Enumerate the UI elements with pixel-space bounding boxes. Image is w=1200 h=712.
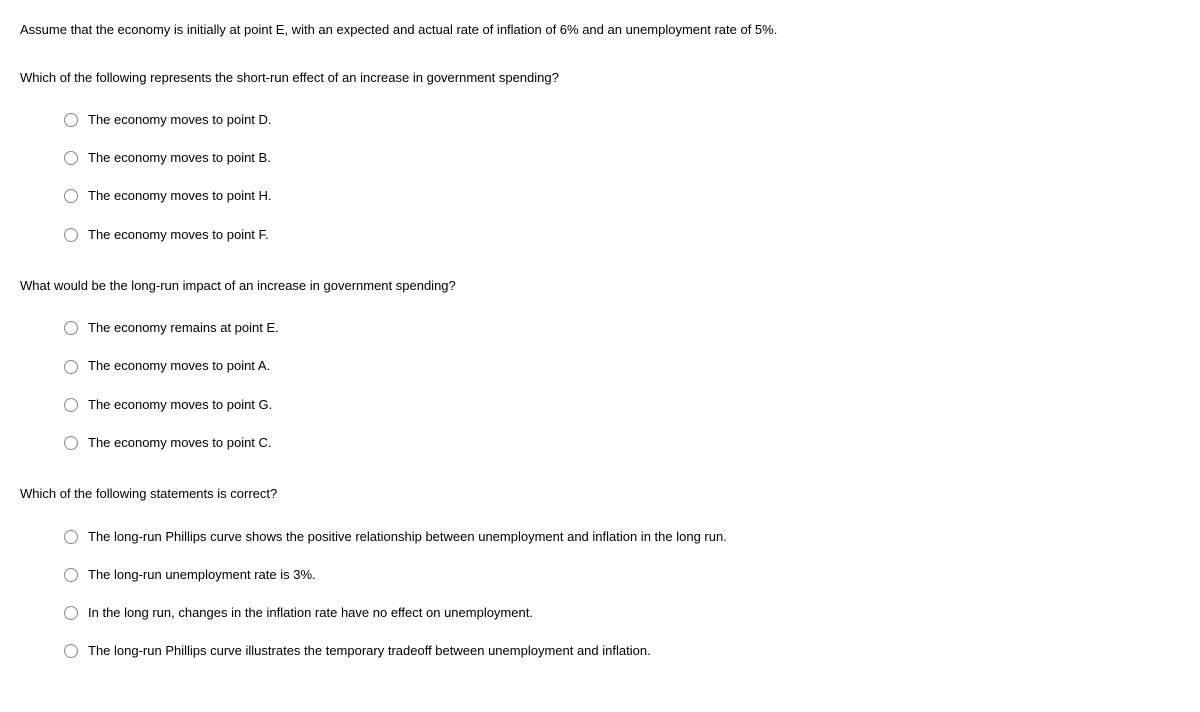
radio-button[interactable] (64, 530, 78, 544)
option-label[interactable]: The economy moves to point B. (88, 149, 271, 167)
option-label[interactable]: The long-run unemployment rate is 3%. (88, 566, 316, 584)
radio-button[interactable] (64, 568, 78, 582)
radio-button[interactable] (64, 113, 78, 127)
radio-button[interactable] (64, 360, 78, 374)
option-label[interactable]: In the long run, changes in the inflatio… (88, 604, 533, 622)
radio-button[interactable] (64, 644, 78, 658)
option-row: The long-run Phillips curve shows the po… (64, 528, 1180, 546)
radio-button[interactable] (64, 606, 78, 620)
options-group: The long-run Phillips curve shows the po… (20, 528, 1180, 661)
option-row: The economy remains at point E. (64, 319, 1180, 337)
options-group: The economy moves to point D. The econom… (20, 111, 1180, 244)
option-row: The economy moves to point D. (64, 111, 1180, 129)
option-label[interactable]: The economy moves to point H. (88, 187, 272, 205)
option-label[interactable]: The long-run Phillips curve illustrates … (88, 642, 651, 660)
option-label[interactable]: The long-run Phillips curve shows the po… (88, 528, 727, 546)
option-label[interactable]: The economy moves to point G. (88, 396, 272, 414)
option-label[interactable]: The economy moves to point F. (88, 226, 269, 244)
question-block-1: Which of the following represents the sh… (20, 68, 1180, 244)
question-prompt: Which of the following statements is cor… (20, 484, 1180, 504)
question-block-2: What would be the long-run impact of an … (20, 276, 1180, 452)
option-row: The economy moves to point C. (64, 434, 1180, 452)
radio-button[interactable] (64, 321, 78, 335)
radio-button[interactable] (64, 151, 78, 165)
option-row: The economy moves to point F. (64, 226, 1180, 244)
radio-button[interactable] (64, 398, 78, 412)
radio-button[interactable] (64, 436, 78, 450)
options-group: The economy remains at point E. The econ… (20, 319, 1180, 452)
option-row: The economy moves to point H. (64, 187, 1180, 205)
option-row: The long-run Phillips curve illustrates … (64, 642, 1180, 660)
option-label[interactable]: The economy moves to point A. (88, 357, 270, 375)
option-label[interactable]: The economy moves to point C. (88, 434, 272, 452)
option-row: In the long run, changes in the inflatio… (64, 604, 1180, 622)
radio-button[interactable] (64, 228, 78, 242)
question-block-3: Which of the following statements is cor… (20, 484, 1180, 660)
option-row: The economy moves to point A. (64, 357, 1180, 375)
option-row: The long-run unemployment rate is 3%. (64, 566, 1180, 584)
question-prompt: Which of the following represents the sh… (20, 68, 1180, 88)
intro-text: Assume that the economy is initially at … (20, 20, 1180, 40)
option-row: The economy moves to point B. (64, 149, 1180, 167)
radio-button[interactable] (64, 189, 78, 203)
question-prompt: What would be the long-run impact of an … (20, 276, 1180, 296)
option-row: The economy moves to point G. (64, 396, 1180, 414)
option-label[interactable]: The economy moves to point D. (88, 111, 272, 129)
option-label[interactable]: The economy remains at point E. (88, 319, 279, 337)
